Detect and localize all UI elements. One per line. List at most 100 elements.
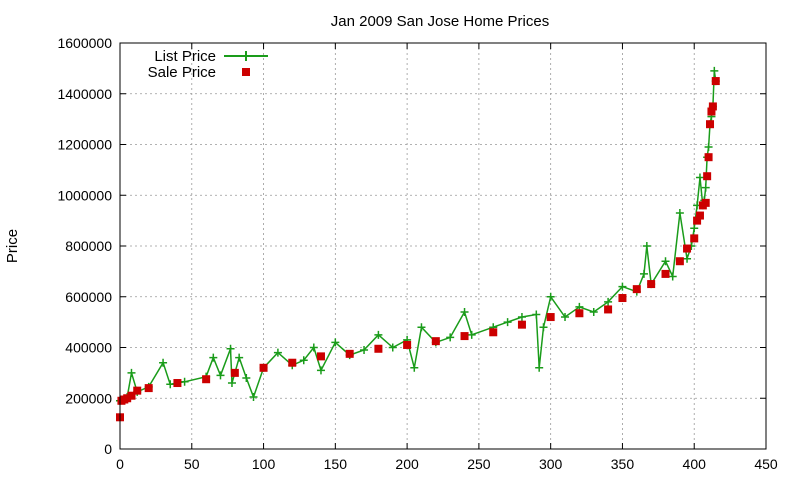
- x-tick-label: 0: [116, 456, 124, 472]
- list-price-point: [661, 257, 670, 266]
- legend-sale-marker: [242, 68, 250, 76]
- list-price-point: [159, 358, 168, 367]
- axis-ticks: 0 50 100 150 200 250 300 350 400 450 0 200000 400000…: [57, 35, 777, 472]
- list-price-point: [642, 242, 651, 250]
- sale-price-point: [701, 198, 710, 207]
- sale-price-point: [123, 394, 132, 403]
- legend-sale-label: Sale Price: [148, 64, 216, 81]
- x-tick-label: 350: [611, 456, 635, 472]
- list-price-point: [704, 143, 713, 152]
- list-price-point: [180, 377, 189, 386]
- list-price-series: [116, 66, 720, 405]
- list-price-point: [618, 282, 627, 291]
- sale-price-point: [703, 172, 712, 181]
- y-axis-label: Price: [4, 229, 21, 263]
- x-tick-label: 200: [395, 456, 419, 472]
- list-price-point: [517, 313, 526, 322]
- sale-price-point: [604, 305, 613, 314]
- sale-price-point: [693, 216, 702, 225]
- sale-price-point: [127, 391, 136, 400]
- sale-price-point: [489, 328, 498, 337]
- list-price-point: [273, 348, 282, 357]
- list-price-point: [604, 297, 613, 306]
- sale-price-point: [707, 107, 716, 116]
- list-price-point: [675, 209, 684, 218]
- sale-price-point: [683, 244, 692, 253]
- list-price-point: [561, 313, 570, 322]
- list-price-point: [216, 371, 225, 380]
- list-price-point: [226, 344, 235, 353]
- list-price-point: [235, 353, 244, 362]
- list-price-point: [309, 343, 318, 352]
- list-price-point: [695, 173, 704, 182]
- sale-price-point: [460, 332, 469, 341]
- list-price-point: [446, 333, 455, 342]
- y-tick-label: 1200000: [57, 137, 112, 153]
- y-tick-label: 600000: [65, 289, 112, 305]
- sale-price-point: [403, 340, 412, 349]
- list-price-point: [331, 338, 340, 347]
- x-tick-label: 50: [184, 456, 200, 472]
- y-tick-label: 200000: [65, 390, 112, 406]
- list-price-point: [546, 292, 555, 301]
- sale-price-point: [345, 349, 354, 358]
- y-tick-label: 800000: [65, 238, 112, 254]
- sale-price-point: [704, 153, 713, 162]
- sale-price-point: [230, 368, 239, 377]
- sale-price-point: [675, 257, 684, 266]
- list-price-point: [316, 366, 325, 375]
- x-tick-label: 100: [252, 456, 276, 472]
- y-tick-label: 1400000: [57, 86, 112, 102]
- sale-price-point: [133, 386, 142, 395]
- legend-list-label: List Price: [154, 48, 216, 65]
- list-price-point: [209, 353, 218, 362]
- list-price-point: [388, 343, 397, 352]
- legend-list-marker: [241, 51, 251, 61]
- list-price-point: [460, 307, 469, 316]
- sale-price-point: [575, 309, 584, 318]
- sale-price-point: [632, 285, 641, 294]
- y-tick-label: 1000000: [57, 187, 112, 203]
- list-price-point: [589, 307, 598, 316]
- list-price-point: [668, 272, 677, 281]
- list-price-point: [417, 323, 426, 332]
- list-price-point: [535, 363, 544, 372]
- sale-price-point: [259, 363, 268, 372]
- sale-price-point: [618, 294, 627, 303]
- sale-price-point: [690, 234, 699, 243]
- sale-price-point: [695, 211, 704, 220]
- sale-price-point: [173, 379, 182, 388]
- legend: List Price Sale Price: [148, 48, 268, 81]
- x-tick-label: 450: [754, 456, 778, 472]
- sale-price-point: [661, 269, 670, 278]
- sale-price-point: [711, 77, 720, 86]
- list-price-point: [374, 330, 383, 339]
- sale-price-series: [116, 77, 720, 422]
- list-price-point: [710, 66, 719, 75]
- list-price-point: [410, 363, 419, 372]
- y-tick-label: 0: [104, 441, 112, 457]
- sale-price-point: [546, 313, 555, 322]
- chart-title: Jan 2009 San Jose Home Prices: [331, 13, 549, 30]
- list-price-point: [299, 356, 308, 365]
- list-price-point: [249, 392, 258, 401]
- y-tick-label: 400000: [65, 340, 112, 356]
- list-price-point: [683, 254, 692, 263]
- sale-price-point: [706, 120, 715, 129]
- list-price-point: [690, 224, 699, 233]
- list-price-point: [227, 379, 236, 388]
- x-tick-label: 300: [539, 456, 563, 472]
- sale-price-point: [316, 352, 325, 361]
- list-price-point: [127, 368, 136, 377]
- sale-price-point: [288, 358, 297, 367]
- list-price-point: [360, 346, 369, 355]
- list-price-point: [242, 373, 251, 382]
- list-price-line: [119, 70, 717, 402]
- list-price-point: [467, 330, 476, 339]
- sale-price-point: [517, 320, 526, 329]
- list-price-point: [532, 310, 541, 319]
- sale-price-point: [647, 280, 656, 289]
- sale-price-point: [431, 337, 440, 346]
- sale-price-point: [708, 102, 717, 111]
